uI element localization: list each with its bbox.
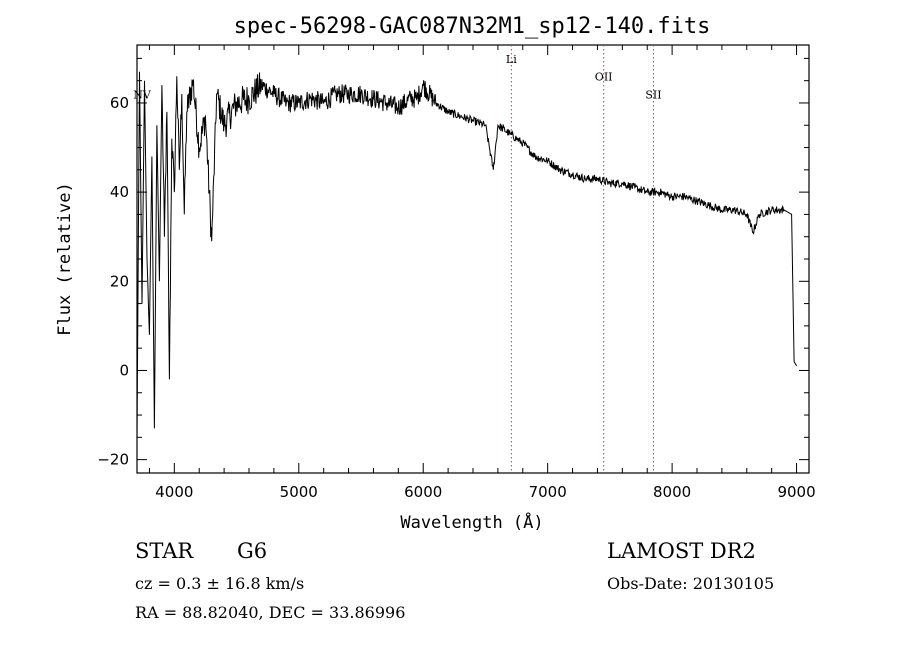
x-axis-label: Wavelength (Å)	[400, 511, 543, 533]
x-tick-label: 7000	[529, 483, 567, 501]
x-axis: 4000 5000 6000 7000 8000 9000	[148, 45, 816, 501]
y-tick-label: 40	[110, 183, 129, 201]
line-marker-label: SII	[645, 89, 661, 102]
spectral-subclass: G6	[237, 539, 268, 563]
y-tick-label: 0	[119, 361, 129, 379]
line-marker-label: OII	[595, 71, 613, 84]
y-axis: −20 0 20 40 60	[97, 57, 809, 469]
line-markers: NV Li OII SII	[133, 45, 662, 473]
y-axis-label: Flux (relative)	[55, 182, 75, 336]
flux-series-line	[136, 71, 798, 438]
y-tick-label: −20	[97, 451, 129, 469]
line-marker-label: Li	[506, 53, 517, 66]
redshift-velocity: cz = 0.3 ± 16.8 km/s	[135, 574, 305, 593]
survey-name: LAMOST DR2	[607, 539, 756, 563]
y-tick-label: 20	[110, 272, 129, 290]
object-class: STAR	[135, 539, 194, 563]
x-tick-label: 5000	[280, 483, 318, 501]
line-marker-label: NV	[133, 89, 152, 102]
x-tick-label: 9000	[777, 483, 815, 501]
chart-title: spec-56298-GAC087N32M1_sp12-140.fits	[234, 14, 711, 39]
x-tick-label: 6000	[404, 483, 442, 501]
x-tick-label: 8000	[653, 483, 691, 501]
x-tick-label: 4000	[155, 483, 193, 501]
sky-coordinates: RA = 88.82040, DEC = 33.86996	[135, 603, 406, 622]
observation-date: Obs-Date: 20130105	[607, 574, 775, 593]
y-tick-label: 60	[110, 94, 129, 112]
plot-frame	[136, 44, 810, 474]
